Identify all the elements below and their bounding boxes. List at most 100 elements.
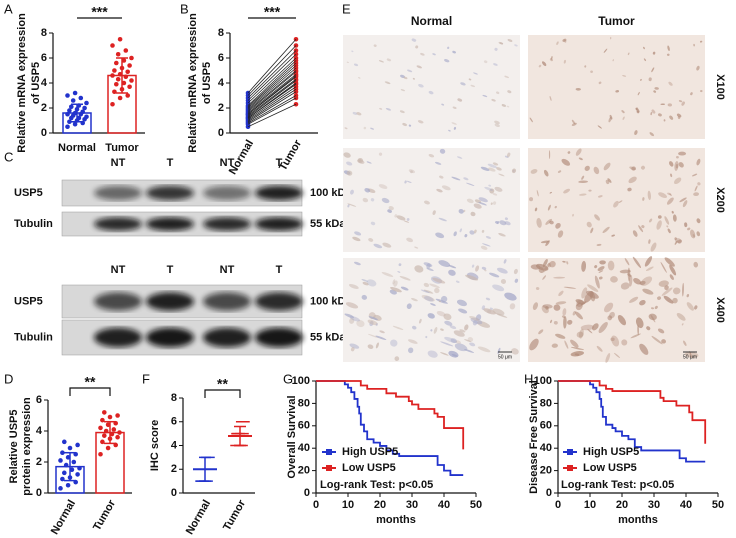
tissue xyxy=(346,61,349,64)
point xyxy=(110,73,115,78)
tissue xyxy=(357,157,364,163)
tissue xyxy=(538,329,544,335)
tissue xyxy=(578,180,589,184)
tissue xyxy=(599,260,606,265)
tissue xyxy=(447,46,450,50)
tissue xyxy=(658,192,667,199)
tissue xyxy=(489,307,493,310)
tissue xyxy=(658,280,669,287)
tissue xyxy=(545,306,549,310)
point xyxy=(115,434,120,440)
tissue xyxy=(596,345,603,352)
tissue xyxy=(567,319,573,325)
tissue xyxy=(602,226,610,234)
tissue xyxy=(496,167,502,171)
tissue xyxy=(651,335,663,345)
significance: ** xyxy=(217,376,228,392)
tissue xyxy=(471,264,475,268)
tissue xyxy=(475,314,482,321)
pair-line xyxy=(247,57,297,104)
point xyxy=(117,71,123,77)
tissue xyxy=(436,188,443,193)
tissue xyxy=(427,350,438,358)
y-axis-label: Relative mRNA expression xyxy=(187,13,199,153)
tissue xyxy=(411,38,417,42)
tissue xyxy=(613,352,621,358)
tissue xyxy=(674,161,679,171)
lane-label: NT xyxy=(111,157,126,169)
tissue xyxy=(555,222,561,229)
legend-label: Low USP5 xyxy=(342,462,396,474)
tissue xyxy=(438,217,447,222)
tissue xyxy=(590,70,593,74)
tissue xyxy=(458,308,468,314)
protein-label: USP5 xyxy=(14,187,43,199)
tissue xyxy=(629,296,639,303)
tissue xyxy=(470,211,476,217)
tissue xyxy=(674,237,677,240)
tissue xyxy=(555,333,566,339)
y-axis-label: Overall Survival xyxy=(286,395,298,478)
tissue xyxy=(669,161,674,167)
tissue xyxy=(668,81,673,86)
tissue xyxy=(347,204,350,208)
tissue xyxy=(696,158,701,166)
legend-marker xyxy=(326,449,332,455)
tissue xyxy=(432,277,446,284)
point xyxy=(110,43,115,48)
size-label: 100 kDa xyxy=(310,295,352,307)
point xyxy=(60,476,65,482)
tissue xyxy=(613,200,619,208)
tissue xyxy=(676,313,686,321)
point xyxy=(100,417,105,423)
tissue xyxy=(500,278,507,284)
tissue xyxy=(458,208,464,214)
x-tick-label: 20 xyxy=(374,499,386,511)
tissue xyxy=(399,110,405,114)
tissue xyxy=(373,44,377,47)
micrograph xyxy=(528,148,705,252)
lane-label: T xyxy=(276,157,283,169)
tissue xyxy=(581,260,587,272)
tissue xyxy=(384,81,391,85)
tissue xyxy=(598,81,602,85)
pair-line xyxy=(247,103,297,128)
tissue xyxy=(473,203,482,209)
protein-label: USP5 xyxy=(14,295,43,307)
pair-line xyxy=(247,73,297,114)
tissue xyxy=(682,200,688,208)
panel-label: F xyxy=(142,371,150,386)
y-tick-label: 6 xyxy=(36,394,42,406)
tissue xyxy=(683,340,687,347)
tissue xyxy=(664,257,675,267)
tissue xyxy=(661,287,673,296)
y-tick-label: 4 xyxy=(36,425,43,437)
tissue xyxy=(464,339,471,342)
point xyxy=(62,470,67,476)
tissue xyxy=(584,65,587,68)
tissue xyxy=(657,215,662,219)
tissue xyxy=(666,225,669,228)
tissue xyxy=(696,65,700,71)
tissue xyxy=(639,300,646,306)
point xyxy=(112,68,117,73)
tissue xyxy=(346,161,353,166)
tissue xyxy=(435,232,445,239)
tissue xyxy=(407,339,418,344)
tissue xyxy=(441,185,451,191)
tissue xyxy=(345,302,359,309)
tissue xyxy=(617,314,627,326)
point xyxy=(110,101,115,107)
tissue xyxy=(663,119,666,122)
tissue xyxy=(656,220,662,230)
tissue xyxy=(378,60,384,63)
tissue xyxy=(611,234,615,237)
tissue xyxy=(466,198,474,204)
tissue xyxy=(420,52,425,56)
tissue xyxy=(390,286,402,293)
tissue xyxy=(598,321,608,334)
tissue xyxy=(482,243,491,247)
tissue xyxy=(529,197,534,202)
tissue xyxy=(562,308,567,316)
tissue xyxy=(612,59,614,62)
